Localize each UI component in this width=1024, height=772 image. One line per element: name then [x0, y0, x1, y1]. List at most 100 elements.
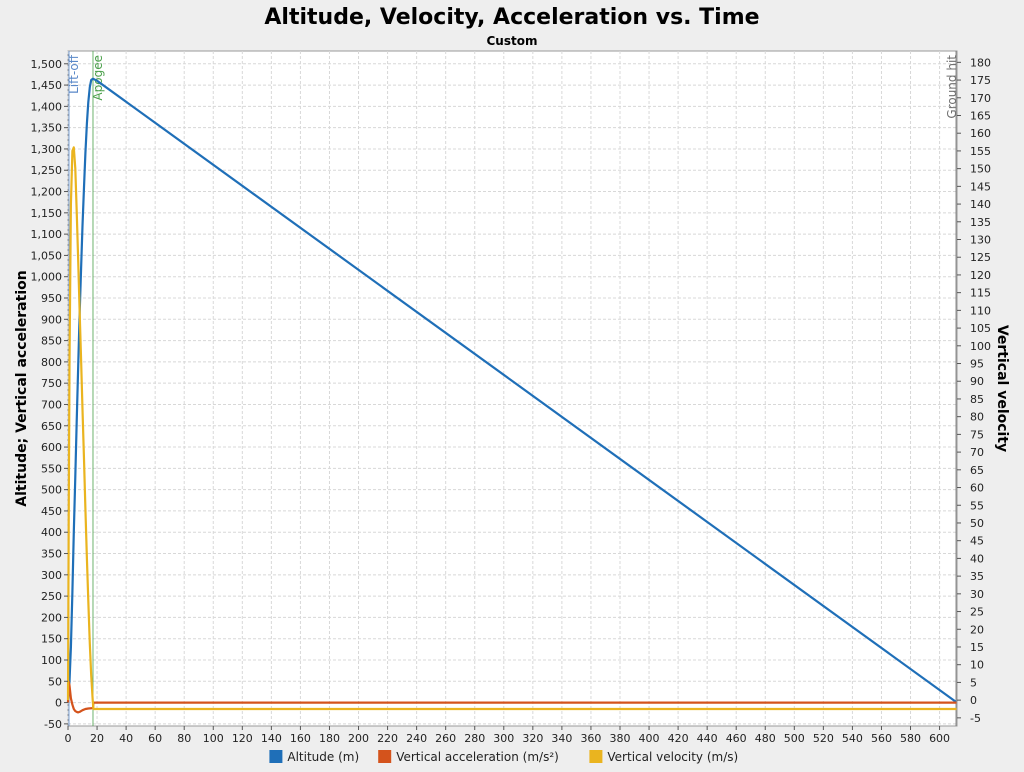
- series-line: [66, 146, 957, 711]
- chart-subtitle: Custom: [487, 34, 538, 48]
- left-tick-label: 1,400: [31, 100, 63, 113]
- left-tick-label: 1,200: [31, 186, 63, 199]
- right-tick-label: 40: [970, 552, 984, 565]
- x-tick-label: 260: [435, 732, 456, 745]
- right-tick-label: 50: [970, 517, 984, 530]
- right-axis-label: Vertical velocity: [994, 325, 1010, 452]
- right-tick-label: 15: [970, 641, 984, 654]
- right-tick-label: 10: [970, 659, 984, 672]
- x-tick-label: 340: [551, 732, 572, 745]
- right-tick-label: 85: [970, 393, 984, 406]
- legend: Altitude (m) Vertical acceleration (m/s²)…: [269, 750, 738, 764]
- event-label: Apogee: [91, 55, 105, 101]
- left-tick-label: 50: [48, 675, 62, 688]
- right-tick-label: 135: [970, 216, 991, 229]
- right-tick-label: 160: [970, 127, 991, 140]
- series-line: [66, 680, 957, 714]
- x-tick-label: 380: [609, 732, 630, 745]
- left-tick-label: 1,050: [31, 249, 63, 262]
- x-tick-label: 160: [290, 732, 311, 745]
- left-tick-label: 800: [41, 356, 62, 369]
- x-tick-label: 140: [261, 732, 282, 745]
- x-tick-label: 300: [493, 732, 514, 745]
- x-tick-label: 500: [784, 732, 805, 745]
- left-tick-label: 200: [41, 611, 62, 624]
- right-tick-label: 140: [970, 198, 991, 211]
- left-tick-label: 300: [41, 569, 62, 582]
- left-tick-label: 1,300: [31, 143, 63, 156]
- right-tick-label: 0: [970, 694, 977, 707]
- x-tick-label: 560: [871, 732, 892, 745]
- right-tick-label: 120: [970, 269, 991, 282]
- left-tick-label: 350: [41, 548, 62, 561]
- x-tick-label: 540: [842, 732, 863, 745]
- left-tick-label: 600: [41, 441, 62, 454]
- left-tick-label: 150: [41, 633, 62, 646]
- chart-title: Altitude, Velocity, Acceleration vs. Tim…: [264, 5, 759, 30]
- right-tick-label: -5: [970, 712, 981, 725]
- right-tick-label: 75: [970, 428, 984, 441]
- right-tick-label: 35: [970, 570, 984, 583]
- legend-swatch: [589, 750, 603, 763]
- left-axis-label: Altitude; Vertical acceleration: [14, 270, 30, 506]
- series-group: [66, 77, 958, 714]
- x-tick-label: 40: [119, 732, 133, 745]
- x-tick-label: 80: [177, 732, 191, 745]
- x-tick-label: 240: [406, 732, 427, 745]
- left-tick-label: 550: [41, 462, 62, 475]
- right-tick-label: 65: [970, 464, 984, 477]
- left-tick-label: 700: [41, 398, 62, 411]
- legend-item-label: Altitude (m): [287, 750, 359, 764]
- left-axis: -50 0 50 100 150 200 250 300 350 400 450 500 550 600 6…: [31, 58, 68, 731]
- legend-swatch: [269, 750, 283, 763]
- left-tick-label: 850: [41, 335, 62, 348]
- right-tick-label: 80: [970, 411, 984, 424]
- left-tick-label: 950: [41, 292, 62, 305]
- right-tick-label: 60: [970, 482, 984, 495]
- event-label: Lift-off: [67, 54, 81, 94]
- x-tick-label: 100: [203, 732, 224, 745]
- right-tick-label: 5: [970, 676, 977, 689]
- right-tick-label: 165: [970, 109, 991, 122]
- left-tick-label: 0: [55, 697, 62, 710]
- right-tick-label: 95: [970, 358, 984, 371]
- x-tick-label: 220: [377, 732, 398, 745]
- x-tick-label: 200: [348, 732, 369, 745]
- right-tick-label: 30: [970, 588, 984, 601]
- left-tick-label: 900: [41, 313, 62, 326]
- left-tick-label: 1,100: [31, 228, 63, 241]
- left-tick-label: 100: [41, 654, 62, 667]
- left-tick-label: 1,150: [31, 207, 63, 220]
- right-tick-label: 110: [970, 304, 991, 317]
- right-tick-label: 170: [970, 92, 991, 105]
- left-tick-label: -50: [44, 718, 62, 731]
- x-tick-label: 0: [65, 732, 72, 745]
- right-tick-label: 115: [970, 287, 991, 300]
- right-tick-label: 45: [970, 535, 984, 548]
- left-tick-label: 1,250: [31, 164, 63, 177]
- left-tick-label: 500: [41, 484, 62, 497]
- x-tick-label: 460: [726, 732, 747, 745]
- x-tick-label: 280: [464, 732, 485, 745]
- x-tick-label: 520: [813, 732, 834, 745]
- event-label: Ground hit: [945, 55, 959, 119]
- x-axis: 0 20 40 60 80 100 120 140 160 180 200 220 240 260 280 3…: [65, 726, 950, 745]
- right-tick-label: 20: [970, 623, 984, 636]
- right-axis: -5 0 5 10 15 20 25 30 35 40 45 50 55 60 65 70 75 80 85 90 95…: [956, 51, 991, 726]
- x-tick-label: 180: [319, 732, 340, 745]
- x-tick-label: 20: [90, 732, 104, 745]
- left-tick-label: 400: [41, 526, 62, 539]
- right-tick-label: 90: [970, 375, 984, 388]
- left-tick-label: 450: [41, 505, 62, 518]
- x-tick-label: 420: [668, 732, 689, 745]
- right-tick-label: 175: [970, 74, 991, 87]
- x-tick-label: 320: [522, 732, 543, 745]
- x-tick-label: 600: [929, 732, 950, 745]
- right-tick-label: 70: [970, 446, 984, 459]
- left-tick-label: 250: [41, 590, 62, 603]
- right-tick-label: 130: [970, 234, 991, 247]
- right-tick-label: 145: [970, 180, 991, 193]
- left-tick-label: 1,450: [31, 79, 63, 92]
